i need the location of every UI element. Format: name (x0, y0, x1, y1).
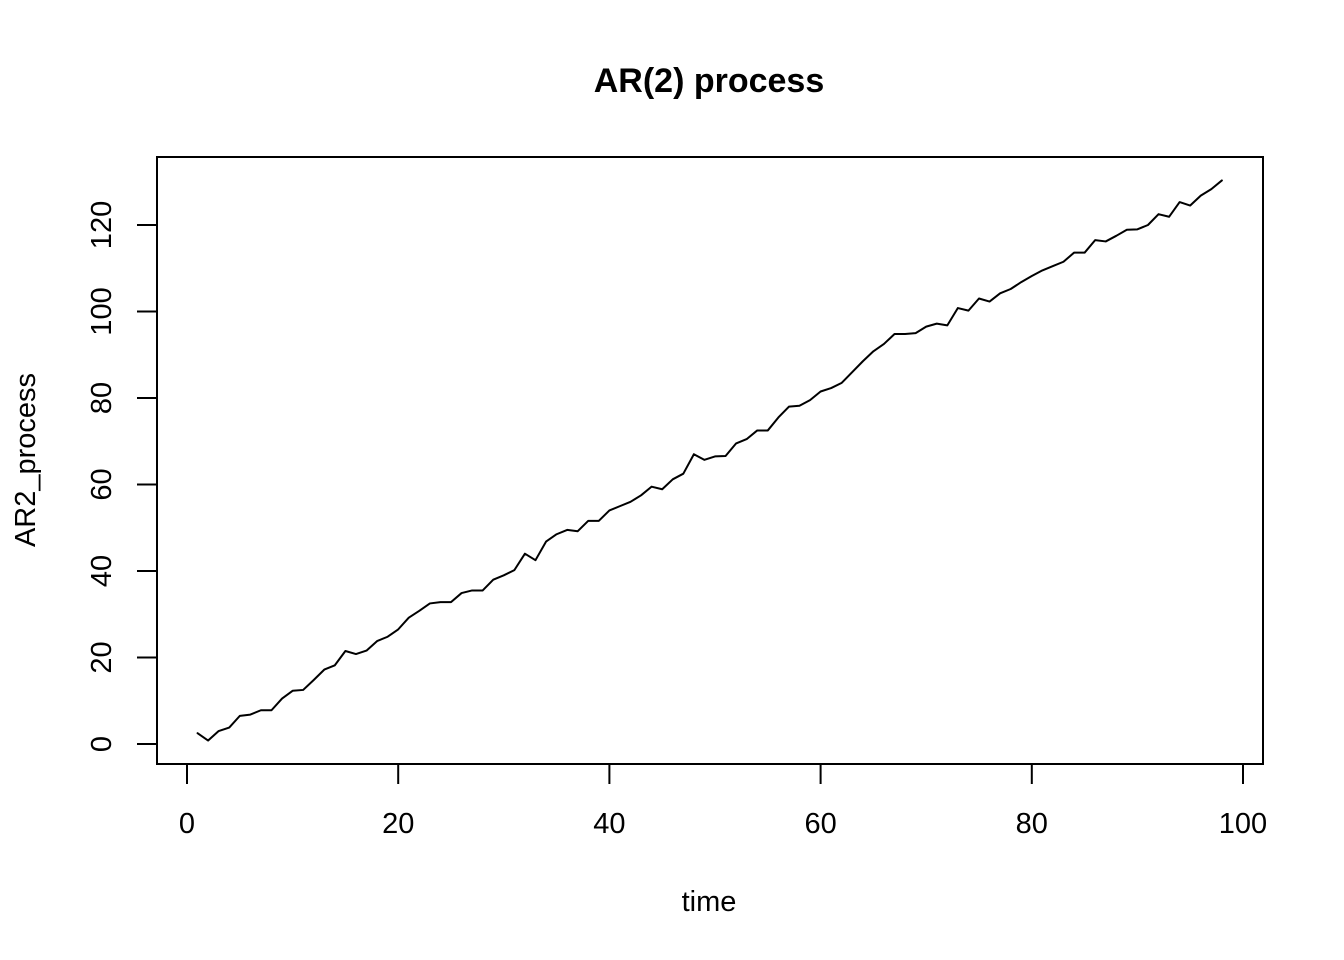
chart-title: AR(2) process (594, 62, 825, 100)
y-axis-label: AR2_process (10, 373, 42, 547)
x-axis: 0 20 40 60 80 100 (179, 763, 1267, 840)
x-tick-label: 100 (1219, 808, 1267, 840)
y-tick-label: 120 (86, 201, 118, 249)
x-tick-label: 60 (804, 808, 836, 840)
y-tick-label: 100 (86, 287, 118, 335)
y-tick-label: 20 (86, 641, 118, 673)
y-tick-label: 80 (86, 382, 118, 414)
x-tick-label: 80 (1016, 808, 1048, 840)
plot-frame (156, 156, 1264, 765)
x-tick-label: 20 (382, 808, 414, 840)
series-group (196, 179, 1223, 742)
y-axis: 0 20 40 60 80 100 120 (86, 201, 158, 752)
series-line (196, 179, 1223, 742)
y-tick-label: 60 (86, 468, 118, 500)
y-tick-label: 40 (86, 555, 118, 587)
x-tick-label: 0 (179, 808, 195, 840)
y-tick-label: 0 (86, 736, 118, 752)
x-tick-label: 40 (593, 808, 625, 840)
x-axis-label: time (682, 886, 737, 918)
